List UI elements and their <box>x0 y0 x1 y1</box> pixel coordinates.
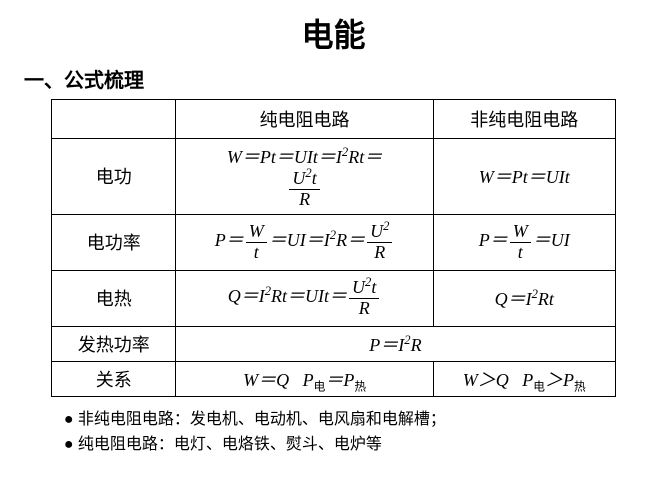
row-relation: 关系 W＝Q P电＝P热 W＞Q P电＞P热 <box>52 361 615 396</box>
table-header-row: 纯电阻电路 非纯电阻电路 <box>52 100 615 139</box>
formula-work-pure: W＝Pt＝UIt＝I2Rt＝ U2tR <box>176 139 434 215</box>
formula-heat-nonpure: Q＝I2Rt <box>433 270 615 326</box>
note-line-1: ●非纯电阻电路：发电机、电动机、电风扇和电解槽； <box>64 407 603 433</box>
header-pure: 纯电阻电路 <box>176 100 434 139</box>
label-power: 电功率 <box>52 214 176 270</box>
section-heading: 一、公式梳理 <box>20 64 647 93</box>
formula-work-nonpure: W＝Pt＝UIt <box>433 139 615 215</box>
header-nonpure: 非纯电阻电路 <box>433 100 615 139</box>
notes: ●非纯电阻电路：发电机、电动机、电风扇和电解槽； ●纯电阻电路：电灯、电烙铁、熨… <box>64 407 603 458</box>
formula-table: 纯电阻电路 非纯电阻电路 电功 W＝Pt＝UIt＝I2Rt＝ U2tR W＝Pt… <box>51 99 615 397</box>
row-heatpower: 发热功率 P＝I2R <box>52 326 615 361</box>
note-line-2: ●纯电阻电路：电灯、电烙铁、熨斗、电炉等 <box>64 432 603 458</box>
header-empty <box>52 100 176 139</box>
formula-heat-pure: Q＝I2Rt＝UIt＝U2tR <box>176 270 434 326</box>
formula-relation-pure: W＝Q P电＝P热 <box>176 361 434 396</box>
formula-relation-nonpure: W＞Q P电＞P热 <box>433 361 615 396</box>
page-title: 电能 <box>20 10 647 56</box>
label-heatpower: 发热功率 <box>52 326 176 361</box>
label-work: 电功 <box>52 139 176 215</box>
formula-power-pure: P＝Wt＝UI＝I2R＝U2R <box>176 214 434 270</box>
formula-power-nonpure: P＝Wt＝UI <box>433 214 615 270</box>
label-heat: 电热 <box>52 270 176 326</box>
row-work: 电功 W＝Pt＝UIt＝I2Rt＝ U2tR W＝Pt＝UIt <box>52 139 615 215</box>
row-power: 电功率 P＝Wt＝UI＝I2R＝U2R P＝Wt＝UI <box>52 214 615 270</box>
row-heat: 电热 Q＝I2Rt＝UIt＝U2tR Q＝I2Rt <box>52 270 615 326</box>
label-relation: 关系 <box>52 361 176 396</box>
formula-heatpower: P＝I2R <box>176 326 615 361</box>
